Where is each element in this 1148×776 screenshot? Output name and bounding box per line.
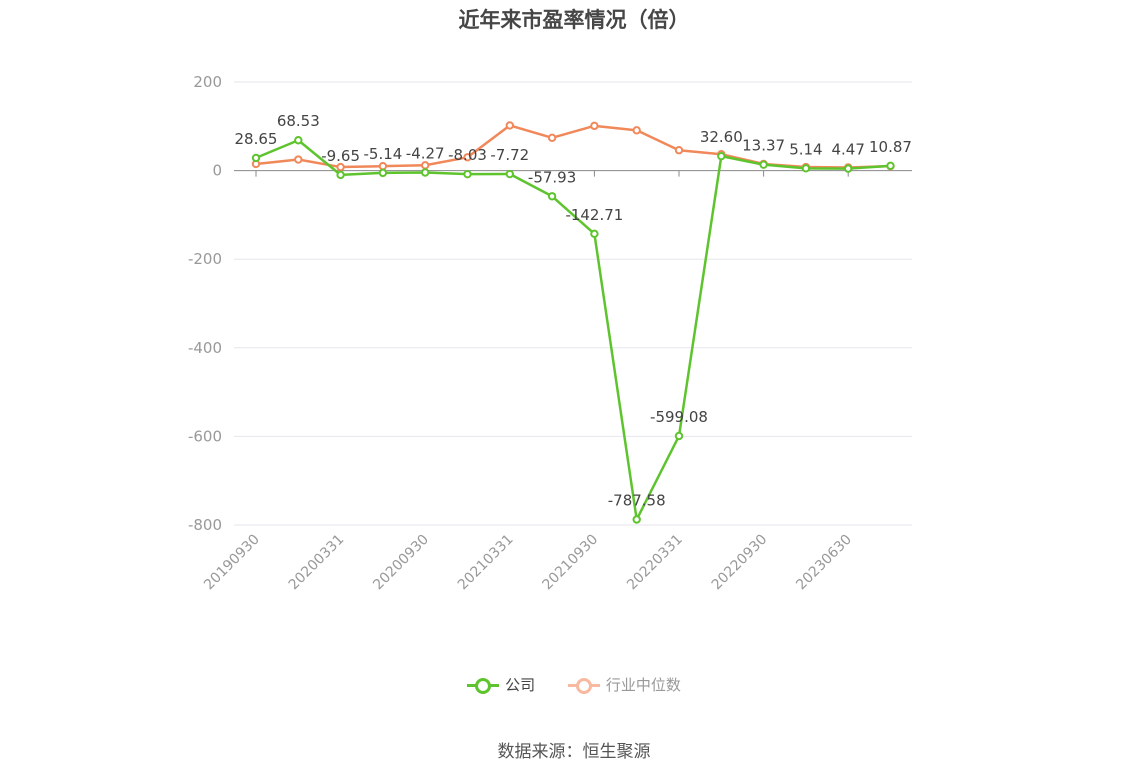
x-tick-label: 20190930 xyxy=(201,532,263,594)
data-point-company xyxy=(421,168,430,177)
data-point-industry xyxy=(674,146,684,155)
data-point-industry xyxy=(505,121,514,130)
legend-company-label: 公司 xyxy=(505,676,536,694)
data-label: -787.58 xyxy=(608,491,666,509)
data-label: 10.87 xyxy=(869,138,912,156)
data-label: 4.47 xyxy=(831,141,864,159)
data-label: 5.14 xyxy=(789,140,822,158)
data-point-industry xyxy=(421,161,430,170)
data-label: -8.03 xyxy=(448,146,487,164)
y-tick-label: 0 xyxy=(212,162,222,180)
data-point-company xyxy=(505,169,514,179)
data-point-company xyxy=(463,169,472,179)
x-tick-label: 20200331 xyxy=(286,532,348,594)
data-label: 28.65 xyxy=(235,130,278,148)
data-point-company xyxy=(801,164,811,173)
legend-industry-label: 行业中位数 xyxy=(605,676,681,694)
legend-item-company[interactable]: 公司 xyxy=(467,674,535,695)
legend-item-industry[interactable]: 行业中位数 xyxy=(567,674,681,695)
y-tick-label: 200 xyxy=(193,73,222,91)
data-label: 13.37 xyxy=(742,137,785,155)
data-point-industry xyxy=(590,121,599,131)
x-tick-label: 20230630 xyxy=(793,532,855,594)
data-label: -599.08 xyxy=(650,408,708,426)
data-point-company xyxy=(844,164,853,173)
chart-title: 近年来市盈率情况（倍） xyxy=(458,8,690,32)
data-point-industry xyxy=(336,162,345,172)
data-point-company xyxy=(717,151,726,161)
legend-company-marker-icon xyxy=(467,677,500,694)
data-point-company xyxy=(251,153,261,163)
data-point-company xyxy=(886,161,895,170)
data-point-company xyxy=(294,136,303,145)
y-tick-label: -800 xyxy=(188,516,222,534)
data-label: 32.60 xyxy=(700,128,743,146)
data-point-company xyxy=(590,229,599,239)
y-tick-label: -200 xyxy=(188,250,222,268)
data-point-company xyxy=(336,170,345,180)
y-tick-label: -600 xyxy=(188,427,222,445)
data-point-company xyxy=(759,160,768,169)
x-tick-label: 20200930 xyxy=(370,532,432,594)
data-point-company xyxy=(674,431,684,441)
x-tick-label: 20210331 xyxy=(455,532,517,594)
data-label: -142.71 xyxy=(565,206,623,224)
data-point-industry xyxy=(547,133,557,143)
data-point-industry xyxy=(378,161,388,171)
data-label: -4.27 xyxy=(406,144,445,162)
data-point-industry xyxy=(294,155,303,164)
y-tick-label: -400 xyxy=(188,339,222,357)
data-label: -7.72 xyxy=(490,146,529,164)
data-point-company xyxy=(547,192,557,201)
legend-industry-marker-icon xyxy=(567,677,600,694)
data-point-industry xyxy=(463,153,472,162)
data-label: -57.93 xyxy=(528,168,576,186)
x-tick-label: 20220331 xyxy=(624,532,686,594)
data-point-company xyxy=(378,168,388,178)
data-source: 数据来源：恒生聚源 xyxy=(497,742,651,762)
x-tick-label: 20210930 xyxy=(540,532,602,594)
legend: 公司 行业中位数 xyxy=(0,674,1148,697)
data-label: 68.53 xyxy=(277,112,320,130)
series-line-company xyxy=(255,138,891,521)
data-label: -5.14 xyxy=(363,145,402,163)
data-point-industry xyxy=(632,126,641,135)
data-label: -9.65 xyxy=(321,147,360,165)
data-point-company xyxy=(632,515,641,524)
x-tick-label: 20220930 xyxy=(709,532,771,594)
